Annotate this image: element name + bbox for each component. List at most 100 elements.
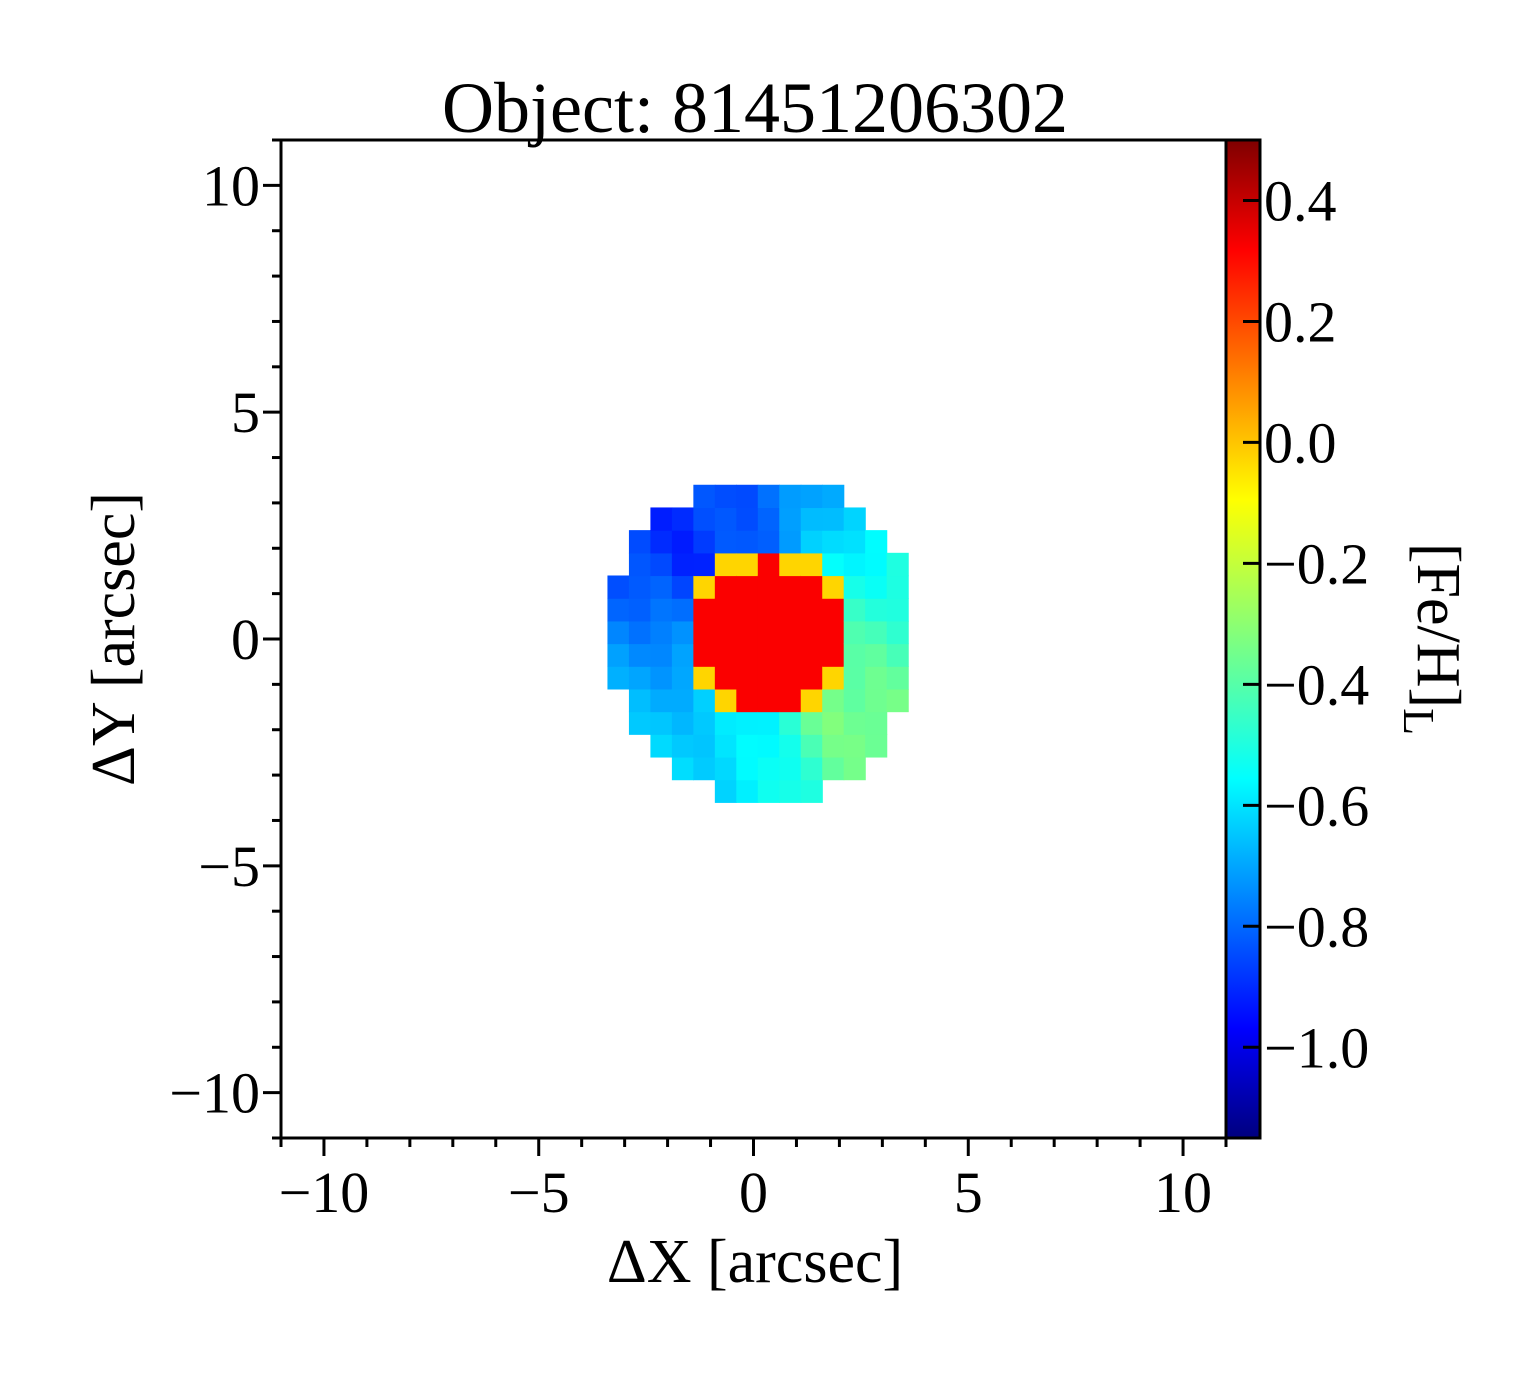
map-pixel (757, 666, 780, 690)
map-pixel (671, 530, 694, 554)
map-pixel (671, 620, 694, 645)
map-pixel (800, 530, 823, 554)
y-tick-label: 10 (202, 153, 260, 218)
map-pixel (650, 598, 673, 622)
map-pixel (779, 779, 802, 803)
map-pixel (779, 530, 802, 554)
map-pixel (736, 756, 759, 781)
map-pixel (757, 530, 780, 554)
map-pixel (843, 530, 866, 554)
map-pixel (779, 484, 802, 509)
map-pixel (843, 552, 866, 577)
map-pixel (671, 711, 694, 735)
map-pixel (693, 484, 716, 509)
map-pixel (865, 620, 888, 645)
chart-title: Object: 81451206302 (442, 68, 1068, 148)
map-pixel (693, 552, 716, 577)
x-tick-label: 0 (739, 1160, 768, 1225)
map-pixel (607, 575, 630, 599)
map-pixel (693, 620, 716, 645)
colorbar-tick-label: 0.4 (1264, 168, 1337, 233)
map-pixel (757, 734, 780, 758)
map-pixel (714, 779, 737, 803)
x-tick-label: 10 (1154, 1160, 1212, 1225)
map-pixel (843, 756, 866, 781)
map-pixel (671, 756, 694, 781)
map-pixel (607, 666, 630, 690)
map-pixel (757, 779, 780, 803)
map-pixel (714, 484, 737, 509)
map-pixel (693, 734, 716, 758)
map-pixel (671, 688, 694, 713)
map-pixel (843, 620, 866, 645)
map-pixel (779, 620, 802, 645)
map-pixel (757, 620, 780, 645)
colorbar-tick-label: −0.6 (1264, 773, 1369, 838)
map-pixel (671, 734, 694, 758)
y-tick-label: −10 (169, 1061, 260, 1126)
colorbar-label-subscript: L (1394, 708, 1443, 735)
map-pixel (736, 598, 759, 622)
map-pixel (736, 688, 759, 713)
map-pixel (693, 666, 716, 690)
colorbar-label-main: [Fe/H] (1404, 543, 1472, 708)
map-pixel (628, 666, 652, 690)
map-pixel (671, 507, 694, 531)
map-pixel (650, 666, 673, 690)
y-tick-label: −5 (198, 834, 260, 899)
map-pixel (822, 552, 845, 577)
map-pixel (800, 711, 823, 735)
map-pixel (886, 598, 909, 622)
map-pixel (865, 598, 888, 622)
colorbar-tick-label: −0.2 (1264, 531, 1369, 596)
map-pixel (650, 643, 673, 667)
map-pixel (628, 598, 652, 622)
map-pixel (628, 711, 652, 735)
map-pixel (843, 507, 866, 531)
map-pixel (693, 643, 716, 667)
map-pixel (714, 734, 737, 758)
map-pixel (865, 666, 888, 690)
map-pixel (865, 530, 888, 554)
map-pixel (607, 598, 630, 622)
map-pixel (736, 484, 759, 509)
map-pixel (714, 575, 737, 599)
map-pixel (886, 620, 909, 645)
map-pixel (822, 507, 845, 531)
map-pixel (671, 598, 694, 622)
map-pixel (779, 666, 802, 690)
map-pixel (822, 711, 845, 735)
map-pixel (714, 643, 737, 667)
map-pixel (628, 575, 652, 599)
map-pixel (886, 688, 909, 713)
x-axis: −10 −5 0 5 10 (279, 1138, 1228, 1225)
map-pixel (800, 552, 823, 577)
map-pixel (843, 575, 866, 599)
map-pixel (822, 484, 845, 509)
map-pixel (800, 734, 823, 758)
map-pixel (800, 507, 823, 531)
map-pixel (800, 779, 823, 803)
map-pixel (779, 711, 802, 735)
map-pixel (865, 552, 888, 577)
map-pixel (779, 575, 802, 599)
map-pixel (650, 734, 673, 758)
map-pixel (822, 734, 845, 758)
map-pixel (693, 507, 716, 531)
map-pixel (628, 530, 652, 554)
map-pixel (779, 688, 802, 713)
y-axis: 10 5 0 −5 −10 (169, 138, 281, 1140)
map-pixel (693, 598, 716, 622)
colorbar-label: [Fe/H]L (1394, 543, 1472, 735)
colorbar-tick-label: −0.8 (1264, 894, 1369, 959)
map-pixel (714, 552, 737, 577)
map-pixel (822, 756, 845, 781)
map-pixel (800, 643, 823, 667)
map-pixel (800, 666, 823, 690)
map-pixel (714, 620, 737, 645)
map-pixel (736, 530, 759, 554)
map-pixel (650, 575, 673, 599)
map-pixel (800, 484, 823, 509)
map-pixel (714, 507, 737, 531)
